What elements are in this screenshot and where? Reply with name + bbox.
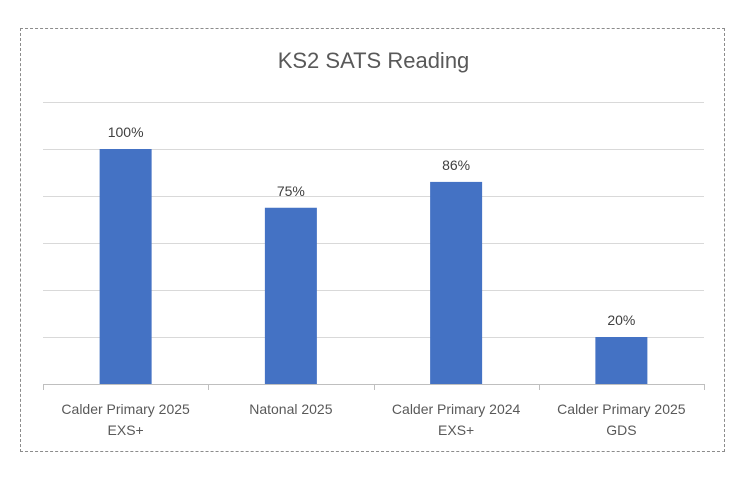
category-tick-label: GDS (606, 422, 636, 438)
category-tick-label: EXS+ (438, 422, 474, 438)
bars (99, 149, 648, 384)
gridlines (43, 102, 704, 338)
data-labels: 100% 75% 86% 20% (108, 124, 636, 328)
category-tick-label: EXS+ (108, 422, 144, 438)
data-label: 86% (442, 157, 470, 173)
category-tick-label: Natonal 2025 (249, 401, 333, 417)
bar (99, 149, 152, 384)
data-label: 20% (607, 312, 635, 328)
bar (595, 337, 648, 384)
data-label: 75% (277, 183, 305, 199)
x-axis (43, 384, 705, 390)
data-label: 100% (108, 124, 144, 140)
bar (430, 181, 483, 384)
category-tick-label: Calder Primary 2024 (392, 401, 521, 417)
category-tick-labels: Calder Primary 2025 EXS+ Natonal 2025 Calde… (61, 401, 685, 438)
chart-title: KS2 SATS Reading (277, 48, 470, 73)
category-tick-label: Calder Primary 2025 (61, 401, 190, 417)
category-tick-label: Calder Primary 2025 (557, 401, 686, 417)
bar (264, 207, 317, 384)
